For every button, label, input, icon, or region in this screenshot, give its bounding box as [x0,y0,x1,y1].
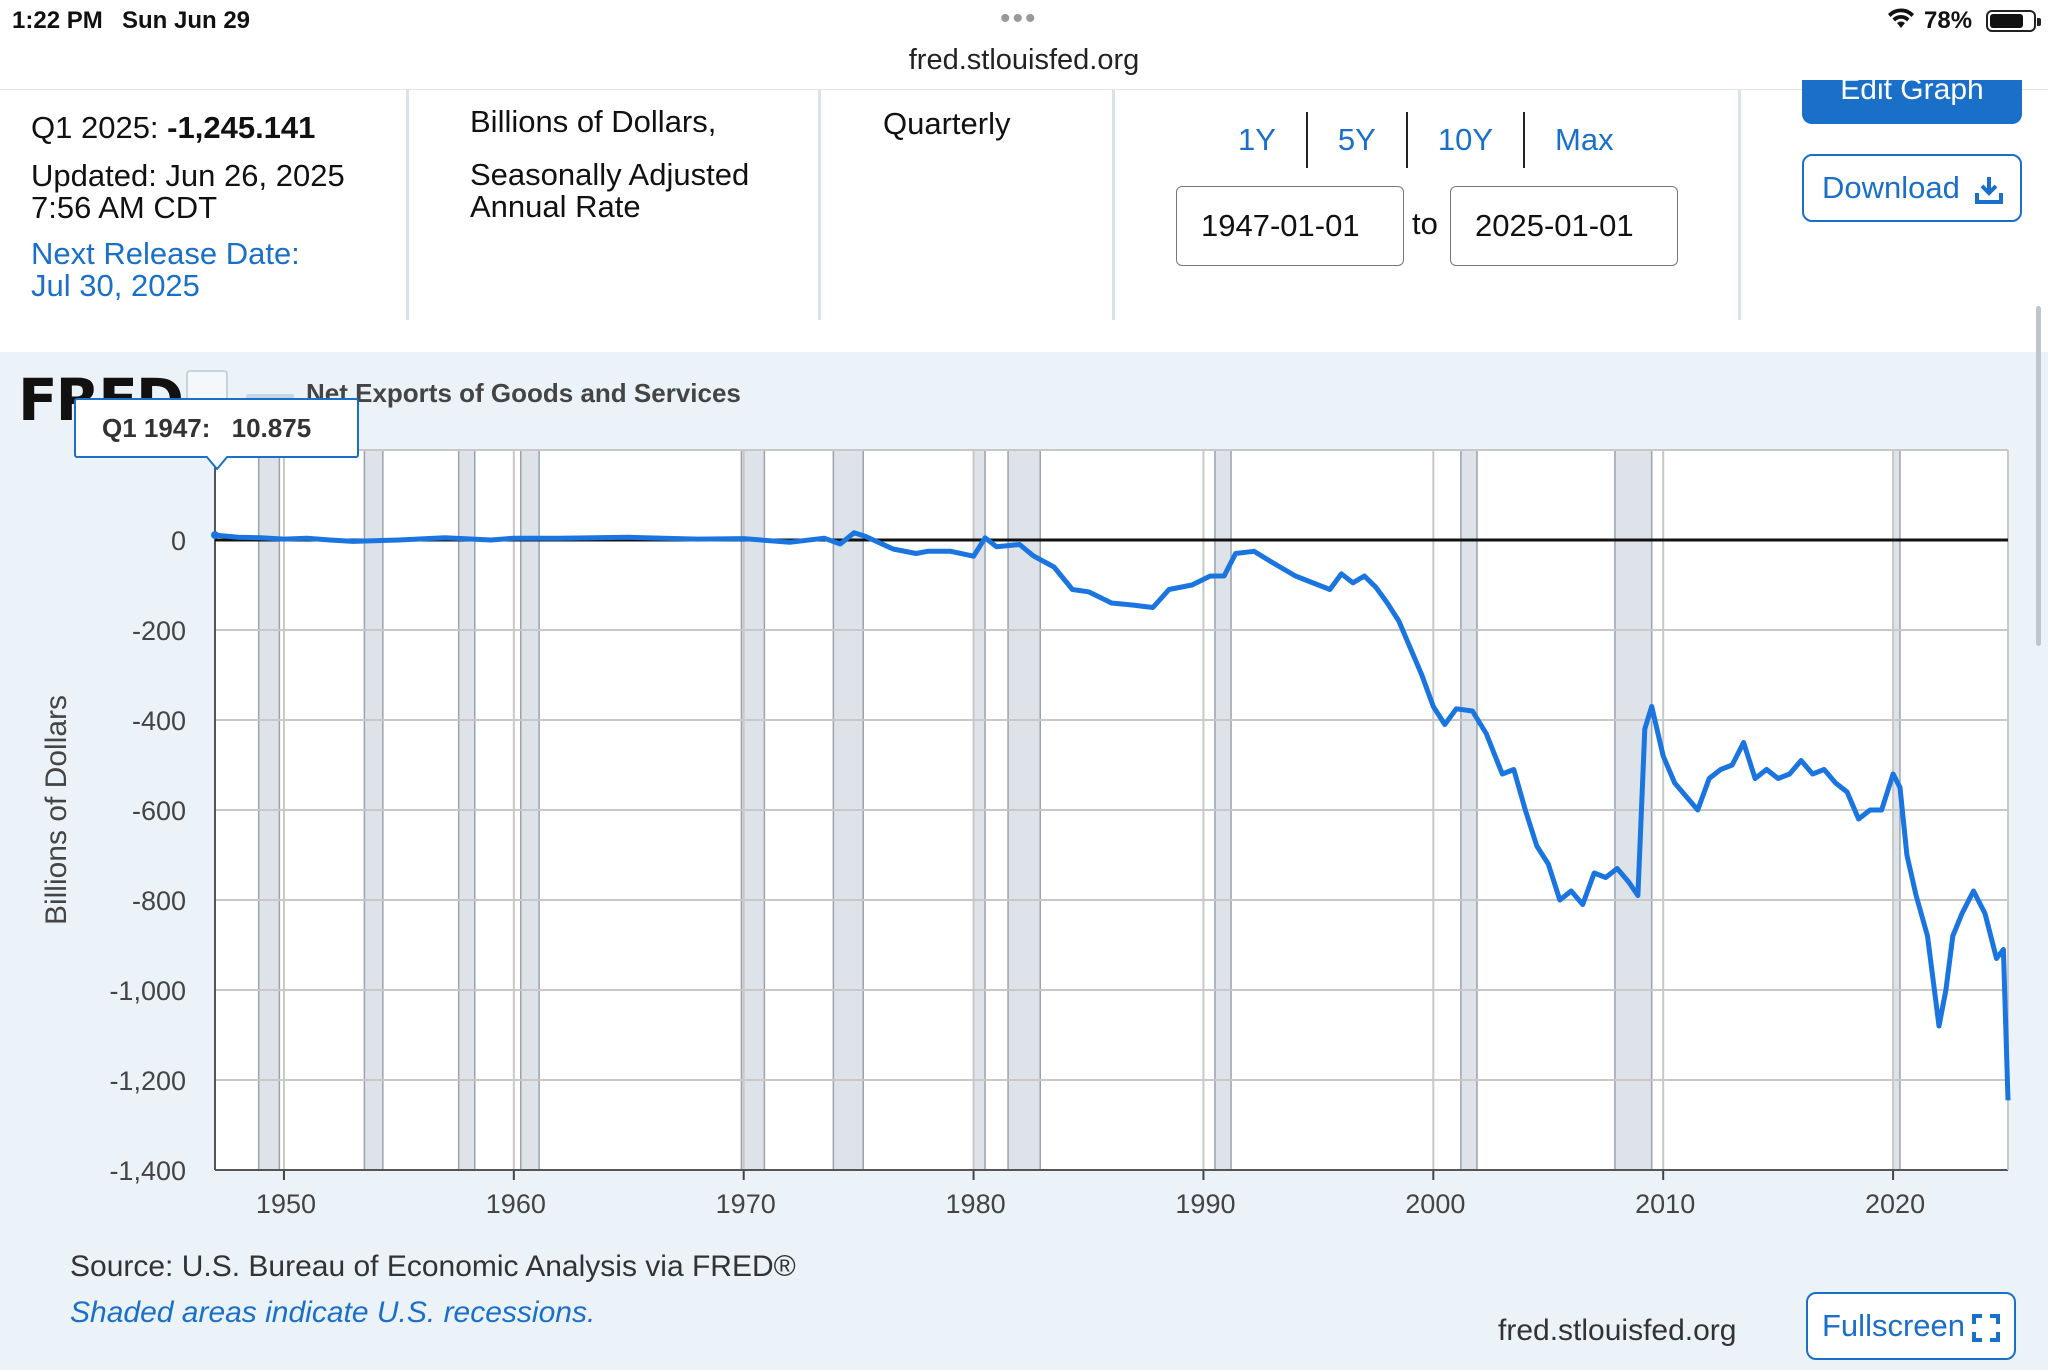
edit-graph-label: Edit Graph [1840,80,1984,106]
y-tick-label: -1,200 [109,1066,186,1096]
latest-obs-value: -1,245.141 [167,110,316,145]
status-time: 1:22 PM [12,7,103,34]
units-line-3: Annual Rate [470,189,641,224]
series-info-panel: Q1 2025: -1,245.141 Updated: Jun 26, 202… [0,80,2048,350]
series-line [214,530,2011,1101]
y-tick-label: 0 [171,526,186,556]
updated-date: Updated: Jun 26, 2025 [31,158,345,193]
updated-info: Updated: Jun 26, 2025 7:56 AM CDT [31,160,345,224]
range-10y-button[interactable]: 10Y [1437,122,1494,157]
range-separator [1405,112,1408,168]
x-tick-label: 2020 [1865,1189,1925,1219]
source-note: Source: U.S. Bureau of Economic Analysis… [70,1250,796,1283]
edit-graph-button[interactable]: Edit Graph [1802,80,2022,124]
range-selector: 1Y 5Y 10Y Max [1208,112,1644,168]
wifi-icon [1888,8,1914,28]
divider [818,90,821,320]
next-release-label: Next Release Date: [31,236,300,271]
x-tick-label: 1980 [946,1189,1006,1219]
legend-swatch [246,394,294,400]
chart-title: Net Exports of Goods and Services [306,378,741,408]
y-tick-label: -1,400 [109,1156,186,1186]
highlighted-point [211,531,219,540]
units-info: Billions of Dollars, Seasonally Adjusted… [470,106,749,223]
y-tick-label: -800 [132,886,186,916]
download-button[interactable]: Download [1802,154,2022,222]
tooltip-arrow-icon [206,456,228,470]
chart-svg[interactable]: 0 -200 -400 -600 -800 -1,000 -1,200 -1,400 1950 1… [0,352,2048,1242]
divider [406,90,409,320]
x-tick-label: 1960 [486,1189,546,1219]
download-label: Download [1822,170,1960,205]
site-credit: fred.stlouisfed.org [1498,1314,1737,1347]
x-tick-label: 2010 [1635,1189,1695,1219]
x-tick-label: 1950 [256,1189,316,1219]
status-bar: 1:22 PM Sun Jun 29 ••• 78% [0,0,2048,40]
latest-obs-label: Q1 2025: [31,110,159,145]
next-release-link[interactable]: Next Release Date: Jul 30, 2025 [31,238,300,302]
divider [1112,90,1115,320]
y-tick-label: -600 [132,796,186,826]
range-separator [1523,112,1526,168]
battery-percent: 78% [1924,7,1973,34]
chart-tooltip: Q1 1947: 10.875 [74,398,359,458]
y-tick-label: -400 [132,706,186,736]
range-1y-button[interactable]: 1Y [1238,122,1276,157]
range-5y-button[interactable]: 5Y [1337,122,1376,157]
tooltip-value: 10.875 [231,413,312,443]
status-date: Sun Jun 29 [122,7,251,34]
y-tick-label: -1,000 [109,976,186,1006]
x-tick-label: 2000 [1405,1189,1465,1219]
updated-time: 7:56 AM CDT [31,190,218,225]
next-release-date: Jul 30, 2025 [31,268,200,303]
tooltip-period: Q1 1947: [102,413,211,443]
frequency-info: Quarterly [883,106,1011,141]
range-max-button[interactable]: Max [1555,122,1614,157]
battery-icon [1986,10,2041,32]
fullscreen-icon [1972,1314,2000,1342]
units-line-1: Billions of Dollars, [470,104,717,139]
latest-observation: Q1 2025: -1,245.141 [31,110,315,146]
date-range-to-label: to [1412,206,1438,241]
divider [1738,90,1741,320]
units-line-2: Seasonally Adjusted [470,157,750,192]
recession-note: Shaded areas indicate U.S. recessions. [70,1296,596,1329]
end-date-input[interactable]: 2025-01-01 [1450,186,1678,266]
range-separator [1305,112,1308,168]
x-tick-label: 1970 [716,1189,776,1219]
y-tick-label: -200 [132,616,186,646]
url-bar[interactable]: fred.stlouisfed.org [0,40,2048,90]
chart-panel: 0 -200 -400 -600 -800 -1,000 -1,200 -1,400 1950 1… [0,352,2048,1370]
scrollbar[interactable] [2036,306,2041,646]
x-tick-label: 1990 [1175,1189,1235,1219]
more-dots-icon[interactable]: ••• [1000,2,1038,35]
fullscreen-label: Fullscreen [1822,1308,1965,1343]
y-axis-label: Billions of Dollars [40,695,73,925]
fullscreen-button[interactable]: Fullscreen [1806,1292,2016,1360]
start-date-input[interactable]: 1947-01-01 [1176,186,1404,266]
download-icon [1975,177,2003,204]
